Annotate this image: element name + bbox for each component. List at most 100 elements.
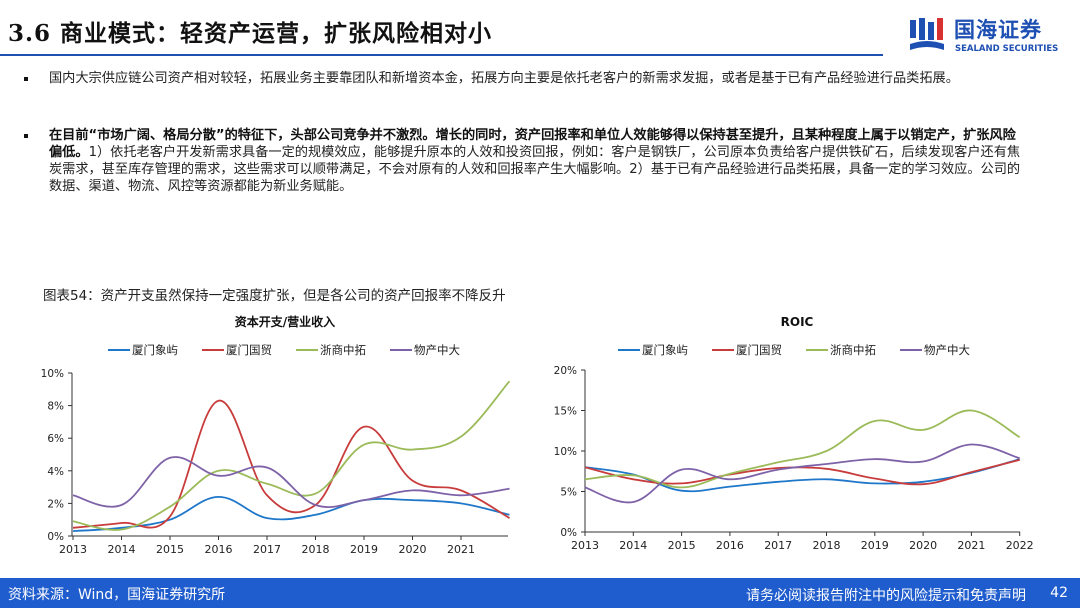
bullet-text: 1）依托老客户开发新需求具备一定的规模效应，能够提升原本的人效和投资回报，例如：… [49,145,1021,194]
data-point [218,470,220,472]
data-point [874,458,876,460]
x-tick-label: 2015 [668,539,696,552]
x-tick-label: 2020 [399,543,427,556]
logo-chinese-name: 国海证券 [954,18,1042,42]
x-tick-label: 2018 [302,543,330,556]
legend-label: 物产中大 [414,343,460,357]
data-point [266,483,268,485]
data-point [363,426,365,428]
series-path [584,409,1021,489]
legend-label: 浙商中拓 [830,343,876,357]
data-point [412,499,414,501]
bullet-marker-icon [24,134,28,138]
footer-bar: 资料来源：Wind，国海证券研究所 请务必阅读报告附注中的风险提示和免责声明 4… [0,578,1080,608]
x-tick-label: 2014 [619,539,647,552]
data-point [460,489,462,491]
title-underline [0,54,883,56]
x-tick-label: 2022 [1006,539,1034,552]
bullet-text: 国内大宗供应链公司资产相对较轻，拓展业务主要靠团队和新增资本金，拓展方向主要是依… [49,71,959,86]
series-line [584,459,1021,486]
bullet-marker-icon [24,77,28,81]
data-point [169,457,171,459]
data-point [509,488,511,490]
series-line [72,399,510,529]
data-point [218,496,220,498]
chart-title: 资本开支/营业收入 [235,314,335,329]
data-point [971,471,973,473]
x-tick-label: 2019 [350,543,378,556]
data-point [509,380,511,382]
legend-label: 厦门象屿 [132,343,178,357]
x-tick-label: 2013 [571,539,599,552]
y-tick-label: 8% [47,401,64,413]
series-path [72,495,510,532]
data-point [266,494,268,496]
data-point [584,466,586,468]
slide-title: 3.6 商业模式：轻资产运营，扩张风险相对小 [8,20,493,47]
y-tick-label: 5% [560,487,577,499]
y-tick-label: 4% [47,466,64,478]
series-line [72,495,510,532]
data-point [315,493,317,495]
x-tick-label: 2017 [764,539,792,552]
data-point [826,463,828,465]
data-point [874,483,876,485]
data-point [632,478,634,480]
data-point [412,489,414,491]
data-source: 资料来源：Wind，国海证券研究所 [8,587,226,603]
series-path [584,443,1020,504]
data-point [460,494,462,496]
data-point [72,530,74,532]
data-point [1019,459,1021,461]
data-point [315,514,317,516]
data-point [1019,436,1021,438]
x-tick-label: 2016 [716,539,744,552]
data-point [169,516,171,518]
data-point [121,504,123,506]
page-number: 42 [1050,585,1068,601]
logo-english-name: SEALAND SECURITIES [955,44,1059,54]
data-point [412,480,414,482]
data-point [218,400,220,402]
series-path [584,458,1020,493]
bullet-item: 在目前“市场广阔、格局分散”的特征下，头部公司竞争并不激烈。增长的同时，资产回报… [24,127,1024,195]
y-tick-label: 6% [47,433,64,445]
data-point [729,478,731,480]
data-point [922,461,924,463]
data-point [363,444,365,446]
figure-title: 图表54：资产开支虽然保持一定强度扩张，但是各公司的资产回报率不降反升 [43,288,506,304]
data-point [460,503,462,505]
data-point [681,487,683,489]
data-point [218,475,220,477]
y-tick-label: 10% [554,446,577,458]
data-point [729,473,731,475]
data-point [922,429,924,431]
data-point [874,478,876,480]
data-point [826,478,828,480]
chart-title: ROIC [781,315,814,329]
data-point [584,478,586,480]
y-tick-label: 10% [41,368,64,380]
y-tick-label: 2% [47,498,64,510]
data-point [121,527,123,529]
x-tick-label: 2016 [205,543,233,556]
data-point [121,522,123,524]
data-point [681,490,683,492]
x-tick-label: 2020 [909,539,937,552]
bullet-bold-text: 在目前“市场广阔、格局分散”的特征下，头部公司竞争并不激烈。增长的同时，资产回报… [49,128,1016,160]
data-point [681,483,683,485]
data-point [971,444,973,446]
y-tick-label: 0% [560,527,577,539]
y-tick-label: 15% [554,406,577,418]
series-line [584,443,1020,504]
sealand-securities-logo: 国海证券 SEALAND SECURITIES [908,16,1068,56]
data-point [460,436,462,438]
data-point [266,517,268,519]
x-tick-label: 2021 [447,543,475,556]
series-path [72,456,510,509]
x-tick-label: 2015 [156,543,184,556]
data-point [729,486,731,488]
disclaimer-link[interactable]: 请务必阅读报告附注中的风险提示和免责声明 [746,588,1026,604]
data-point [777,481,779,483]
